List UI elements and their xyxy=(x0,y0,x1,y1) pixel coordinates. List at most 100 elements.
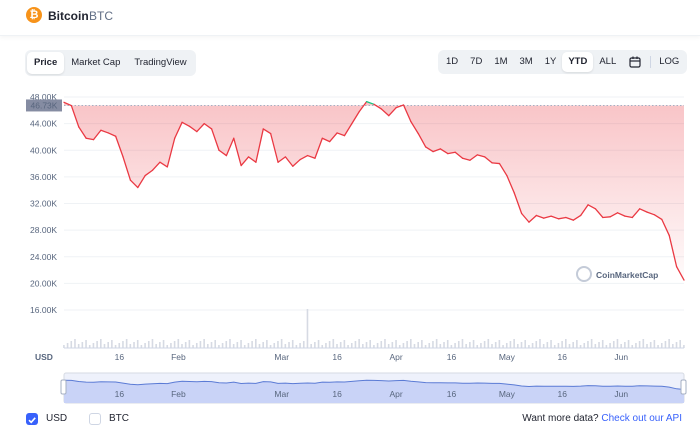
navigator-tick-label: 16 xyxy=(332,389,342,399)
btc-checkbox[interactable] xyxy=(89,413,101,425)
navigator-tick-label: 16 xyxy=(115,389,125,399)
price-line-segment xyxy=(602,216,611,219)
price-line-segment xyxy=(668,234,678,268)
volume-bar xyxy=(325,343,327,348)
y-tick-label: 32.00K xyxy=(30,199,57,209)
volume-bar xyxy=(181,344,183,348)
y-tick-label: 44.00K xyxy=(30,119,57,129)
volume-bar xyxy=(229,339,231,348)
navigator-tick-label: Apr xyxy=(390,389,403,399)
coin-symbol: BTC xyxy=(89,9,113,23)
volume-bar xyxy=(660,343,663,348)
volume-bar xyxy=(365,342,368,348)
watermark-text: CoinMarketCap xyxy=(596,270,658,280)
x-tick-label: Feb xyxy=(171,352,186,362)
volume-bar xyxy=(129,344,132,348)
volume-bar xyxy=(457,341,460,348)
navigator-line xyxy=(63,379,685,390)
volume-bar xyxy=(483,341,486,348)
volume-bar xyxy=(284,344,287,348)
price-line-segment xyxy=(358,101,368,113)
volume-bar xyxy=(461,339,464,348)
volume-bar xyxy=(118,343,121,348)
volume-bar xyxy=(159,342,161,348)
volume-bar xyxy=(520,342,523,348)
range-7d-button[interactable]: 7D xyxy=(470,56,483,67)
btc-checkbox-label: BTC xyxy=(109,413,129,424)
range-1y-button[interactable]: 1Y xyxy=(544,56,557,67)
navigator-tick-label: May xyxy=(499,389,516,399)
price-line-segment xyxy=(594,208,604,219)
range-1m-button[interactable]: 1M xyxy=(494,56,508,67)
volume-bar xyxy=(443,342,445,348)
price-line-segment xyxy=(395,104,405,109)
volume-bar xyxy=(258,344,261,348)
price-line-segment xyxy=(506,174,515,194)
price-line-segment xyxy=(587,204,597,210)
volume-bar xyxy=(505,343,508,348)
volume-bar xyxy=(572,342,574,348)
volume-bar xyxy=(291,340,294,348)
volume-bar xyxy=(609,343,611,348)
volume-bar xyxy=(214,340,217,348)
price-line-segment xyxy=(247,156,257,163)
tab-market-cap[interactable]: Market Cap xyxy=(71,57,121,68)
price-line-segment xyxy=(528,214,538,223)
range-ytd-button[interactable]: YTD xyxy=(562,52,594,72)
volume-bar xyxy=(210,342,213,348)
tab-price[interactable]: Price xyxy=(27,52,65,74)
volume-bar xyxy=(432,341,434,348)
price-line-segment xyxy=(425,146,434,153)
navigator-handle-left xyxy=(60,379,67,395)
calendar-icon[interactable] xyxy=(622,52,648,72)
volume-bar xyxy=(358,339,360,348)
api-link[interactable]: Check out our API xyxy=(601,413,682,424)
volume-bar xyxy=(557,343,560,348)
price-line-segment xyxy=(129,179,139,189)
volume-bar xyxy=(542,344,545,348)
volume-bar xyxy=(612,341,615,348)
volume-bar xyxy=(616,339,619,348)
volume-bar xyxy=(402,343,405,348)
price-area-fill xyxy=(64,101,684,280)
volume-bar xyxy=(255,339,257,348)
range-all-button[interactable]: ALL xyxy=(599,56,617,67)
log-scale-button[interactable]: LOG xyxy=(659,56,680,67)
price-line-segment xyxy=(85,137,95,141)
price-line-segment xyxy=(535,214,545,219)
price-line-segment xyxy=(661,218,670,237)
range-navigator[interactable]: 16 Feb Mar 16 Apr 16 May 16 Jun xyxy=(60,372,687,404)
volume-bar xyxy=(225,341,228,348)
volume-bar xyxy=(369,340,372,348)
volume-bar xyxy=(147,341,150,348)
y-tick-label: 28.00K xyxy=(30,225,57,235)
price-line-segment xyxy=(78,126,87,139)
price-line-segment xyxy=(343,122,353,137)
y-axis-labels: 48.00K 44.00K 40.00K 36.00K 32.00K 28.00K 24.0… xyxy=(30,92,57,315)
price-line-segment xyxy=(513,192,523,215)
navigator-tick-label: Mar xyxy=(274,389,289,399)
navigator-tick-label: Feb xyxy=(171,389,186,399)
price-line-segment xyxy=(314,137,323,159)
range-3m-button[interactable]: 3M xyxy=(519,56,533,67)
price-line-segment xyxy=(520,212,530,223)
volume-bar xyxy=(155,344,157,348)
price-line-segment xyxy=(159,161,168,168)
volume-bar xyxy=(435,339,438,348)
volume-bar xyxy=(653,340,656,348)
volume-bar xyxy=(494,342,497,348)
chart-view-tabs: Price Market Cap TradingView xyxy=(25,50,196,76)
volume-bar xyxy=(310,344,312,348)
price-chart: 48.00K 44.00K 40.00K 36.00K 32.00K 28.00K 24.0… xyxy=(26,92,687,404)
price-line-segment xyxy=(329,132,338,143)
y-tick-label: 20.00K xyxy=(30,278,57,288)
price-line-segment xyxy=(299,154,309,161)
price-line-segment xyxy=(351,110,360,125)
usd-checkbox[interactable] xyxy=(26,413,38,425)
range-1d-button[interactable]: 1D xyxy=(446,56,459,67)
price-line-segment xyxy=(373,103,383,110)
volume-bar xyxy=(288,342,290,348)
volume-bar xyxy=(675,342,678,348)
price-line-segment xyxy=(255,128,264,163)
tab-tradingview[interactable]: TradingView xyxy=(134,57,187,68)
